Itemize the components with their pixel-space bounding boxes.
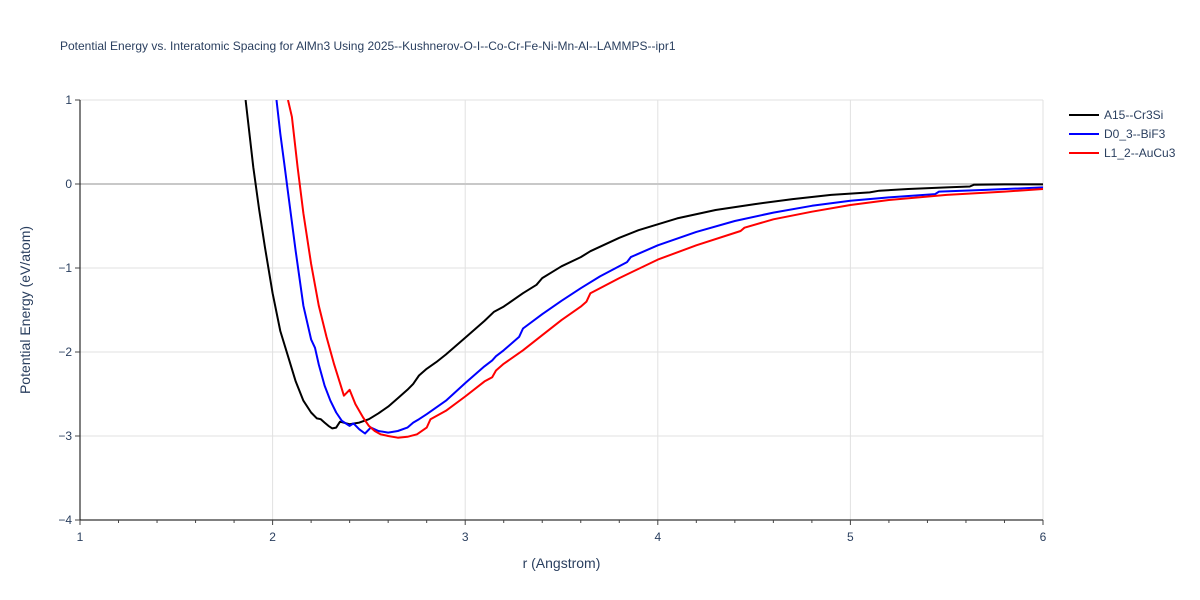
- x-axis-title: r (Angstrom): [523, 555, 601, 571]
- x-tick-label: 6: [1040, 530, 1047, 544]
- legend: A15--Cr3Si D0_3--BiF3 L1_2--AuCu3: [1069, 108, 1176, 160]
- chart-title: Potential Energy vs. Interatomic Spacing…: [60, 39, 676, 53]
- y-tick-label: −4: [58, 513, 72, 527]
- series-lines: [244, 100, 1043, 439]
- gridlines: [80, 99, 1044, 520]
- axes: [79, 100, 1043, 521]
- y-ticks: −4 −3 −2 −1 0 1: [58, 93, 80, 527]
- y-tick-label: −1: [58, 261, 72, 275]
- series-line-2: [287, 100, 1043, 439]
- series-line-1: [275, 100, 1043, 435]
- x-tick-label: 4: [654, 530, 661, 544]
- y-tick-label: 0: [65, 177, 72, 191]
- x-tick-label: 1: [77, 530, 84, 544]
- legend-label: D0_3--BiF3: [1104, 127, 1166, 141]
- y-axis-title: Potential Energy (eV/atom): [17, 226, 33, 394]
- x-tick-label: 3: [462, 530, 469, 544]
- y-tick-label: −3: [58, 429, 72, 443]
- y-tick-label: −2: [58, 345, 72, 359]
- series-line-0: [244, 100, 1043, 430]
- x-ticks: 1 2 3 4 5 6: [77, 520, 1047, 544]
- legend-label: L1_2--AuCu3: [1104, 146, 1176, 160]
- x-tick-label: 5: [847, 530, 854, 544]
- legend-label: A15--Cr3Si: [1104, 108, 1163, 122]
- x-tick-label: 2: [269, 530, 276, 544]
- y-tick-label: 1: [65, 93, 72, 107]
